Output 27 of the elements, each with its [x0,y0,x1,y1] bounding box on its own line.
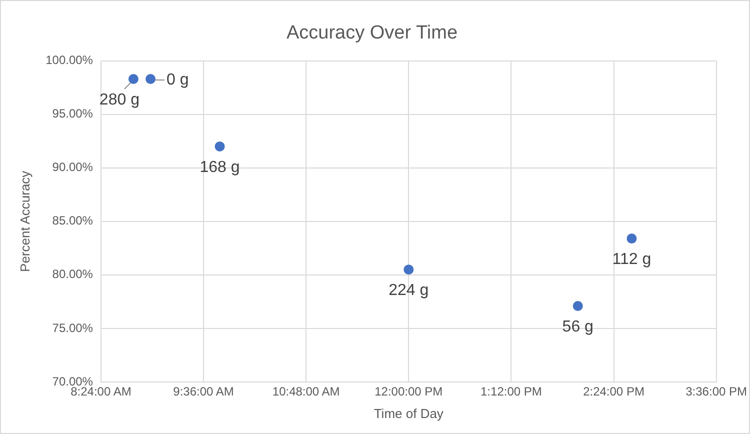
chart-title: Accuracy Over Time [286,22,458,44]
point [572,300,583,311]
y-tick-label: 80.00% [52,267,94,282]
x-tick-label: 12:00:00 PM [374,384,443,399]
annotation: 112 g [612,250,652,268]
y-tick-label: 75.00% [52,320,94,335]
annotation: 280 g [99,91,140,108]
annotation: 56 g [562,318,594,336]
x-tick-label: 1:12:00 PM [480,384,542,399]
y-tick-label: 90.00% [52,160,94,174]
x-tick-label: 10:48:00 AM [272,384,340,399]
point [626,234,637,244]
annotation: 0 g [166,71,189,88]
annotation: 168 g [200,158,240,176]
point [214,141,225,152]
x-tick-label: 9:36:00 AM [173,384,234,399]
point [128,74,138,84]
annotation: 224 g [388,282,429,299]
y-tick-label: 100.00% [46,53,94,68]
x-axis-title: Time of Day [374,406,444,421]
y-tick-label: 95.00% [52,106,94,121]
point [404,264,414,275]
y-axis-title: Percent Accuracy [17,170,32,272]
point [146,74,156,84]
x-tick-label: 2:24:00 PM [583,384,644,399]
y-tick-label: 85.00% [52,214,94,228]
x-tick-label: 3:36:00 PM [686,384,747,399]
